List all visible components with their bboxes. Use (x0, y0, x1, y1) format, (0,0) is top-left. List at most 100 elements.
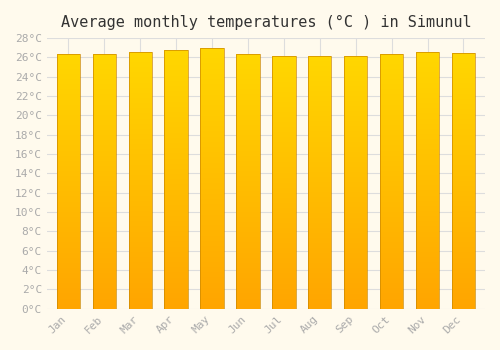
Bar (164, 205, 188, 210)
Bar (272, 304, 295, 309)
Bar (380, 232, 404, 237)
Bar (200, 178, 224, 183)
Bar (380, 69, 404, 74)
Bar (56, 186, 80, 191)
Bar (416, 278, 439, 283)
Bar (92, 273, 116, 278)
Bar (236, 74, 260, 79)
Bar (344, 284, 368, 288)
Bar (416, 119, 439, 124)
Bar (56, 161, 80, 166)
Bar (344, 86, 368, 91)
Bar (416, 154, 439, 160)
Bar (308, 284, 332, 288)
Bar (164, 122, 188, 127)
Bar (128, 303, 152, 309)
Bar (164, 138, 188, 143)
Bar (416, 113, 439, 119)
Bar (308, 182, 332, 187)
Bar (56, 217, 80, 222)
Bar (92, 196, 116, 202)
Bar (380, 156, 404, 161)
Bar (200, 183, 224, 189)
Bar (56, 69, 80, 74)
Bar (380, 64, 404, 69)
Bar (272, 213, 295, 218)
Bar (344, 132, 368, 136)
Bar (236, 125, 260, 130)
Bar (56, 243, 80, 247)
Bar (164, 190, 188, 195)
Bar (92, 166, 116, 171)
Bar (56, 212, 80, 217)
Bar (92, 69, 116, 74)
Bar (200, 272, 224, 278)
Bar (452, 293, 475, 299)
Bar (344, 116, 368, 121)
Bar (308, 111, 332, 116)
Bar (416, 57, 439, 62)
Bar (200, 152, 224, 158)
Bar (92, 140, 116, 146)
Bar (272, 56, 295, 309)
Bar (236, 54, 260, 309)
Bar (308, 61, 332, 66)
Bar (344, 218, 368, 223)
Bar (56, 191, 80, 196)
Bar (164, 86, 188, 91)
Bar (380, 130, 404, 135)
Bar (200, 147, 224, 152)
Bar (380, 94, 404, 99)
Bar (56, 135, 80, 140)
Bar (416, 103, 439, 108)
Bar (272, 258, 295, 263)
Bar (452, 227, 475, 232)
Bar (56, 283, 80, 288)
Bar (164, 231, 188, 236)
Bar (128, 62, 152, 67)
Bar (308, 273, 332, 278)
Bar (236, 263, 260, 268)
Bar (200, 241, 224, 246)
Bar (272, 87, 295, 92)
Bar (416, 268, 439, 273)
Bar (272, 77, 295, 82)
Bar (164, 262, 188, 267)
Bar (56, 288, 80, 293)
Bar (272, 218, 295, 223)
Bar (200, 158, 224, 163)
Bar (164, 278, 188, 283)
Bar (164, 112, 188, 117)
Bar (56, 59, 80, 64)
Bar (452, 237, 475, 242)
Bar (236, 293, 260, 299)
Bar (92, 79, 116, 84)
Bar (128, 170, 152, 175)
Bar (272, 142, 295, 147)
Bar (164, 91, 188, 96)
Bar (236, 243, 260, 247)
Bar (308, 294, 332, 299)
Bar (344, 299, 368, 304)
Bar (308, 243, 332, 248)
Bar (56, 99, 80, 105)
Bar (416, 211, 439, 216)
Bar (128, 186, 152, 190)
Bar (452, 176, 475, 181)
Bar (344, 233, 368, 238)
Bar (164, 303, 188, 309)
Bar (92, 84, 116, 89)
Bar (344, 56, 368, 309)
Bar (272, 122, 295, 127)
Bar (272, 82, 295, 87)
Bar (92, 64, 116, 69)
Bar (272, 268, 295, 273)
Bar (236, 156, 260, 161)
Bar (56, 89, 80, 94)
Bar (452, 268, 475, 273)
Bar (344, 263, 368, 268)
Bar (380, 273, 404, 278)
Bar (92, 243, 116, 247)
Bar (164, 257, 188, 262)
Bar (452, 232, 475, 237)
